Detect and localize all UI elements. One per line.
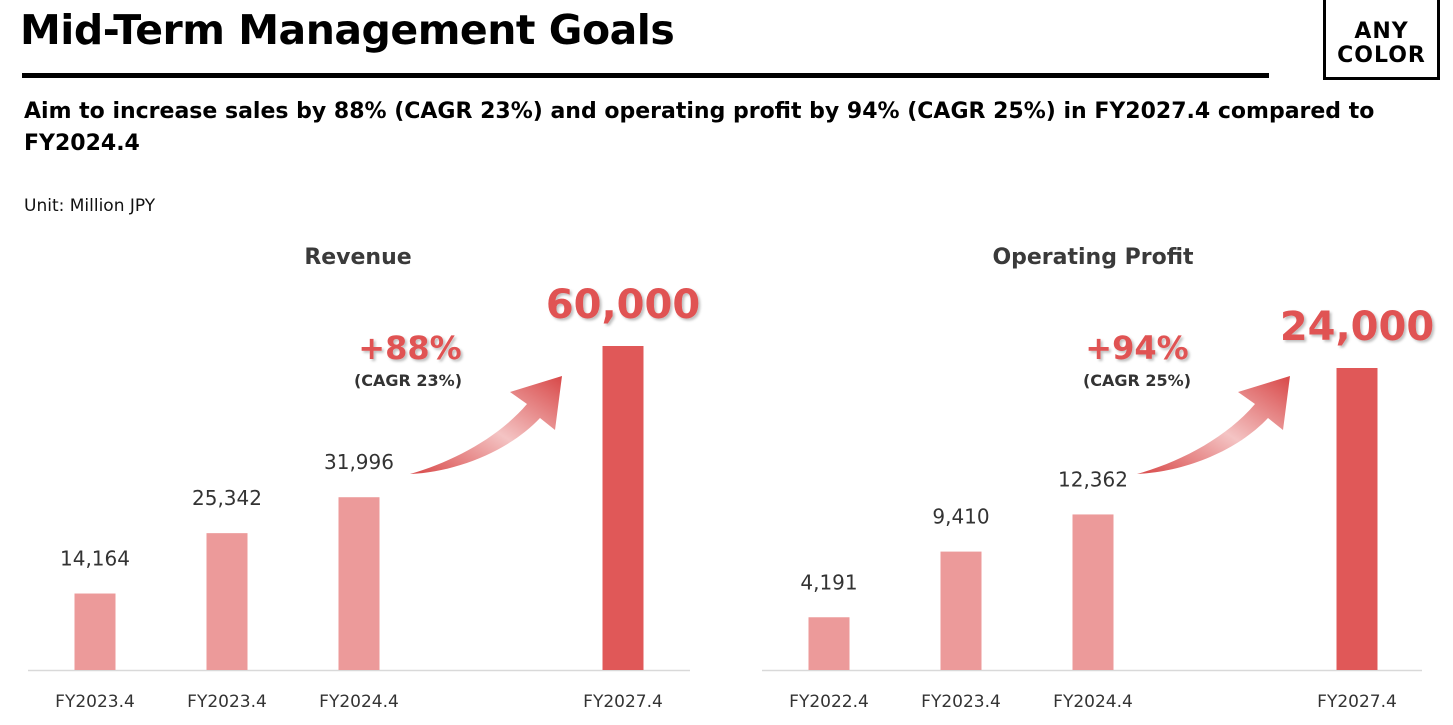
chart-2-tick-label-3: FY2024.4: [1053, 692, 1133, 712]
chart-2-bar-2: [940, 551, 982, 670]
chart-1-value-label-1: 14,164: [60, 547, 130, 571]
chart-2-bar-1: [808, 617, 850, 670]
chart-1-tick-label-3: FY2024.4: [319, 692, 399, 712]
logo-line-1: ANY: [1354, 18, 1409, 44]
unit-label: Unit: Million JPY: [24, 196, 156, 216]
chart-2-growth-arrow: [1137, 376, 1290, 474]
chart-1-growth-label: +88%: [358, 329, 461, 367]
chart-1-bar-2: [206, 533, 248, 670]
chart-2-target-value-label: 24,000: [1280, 304, 1434, 350]
chart-1-value-label-3: 31,996: [324, 450, 394, 474]
company-logo: ANY COLOR: [1323, 0, 1440, 80]
chart-2-value-label-1: 4,191: [800, 570, 857, 594]
chart-2-tick-label-1: FY2022.4: [789, 692, 869, 712]
chart-2-cagr-label: (CAGR 25%): [1083, 371, 1191, 390]
chart-1-title: Revenue: [304, 245, 411, 270]
chart-1-cagr-label: (CAGR 23%): [354, 371, 462, 390]
chart-2-bar-4: [1336, 368, 1378, 670]
chart-2-value-label-2: 9,410: [932, 505, 989, 529]
chart-1-tick-label-1: FY2023.4: [55, 692, 135, 712]
chart-1-bar-3: [338, 497, 380, 670]
chart-2-growth-label: +94%: [1085, 329, 1188, 367]
chart-1-bar-1: [74, 593, 116, 670]
chart-1-bar-4: [602, 346, 644, 670]
chart-1-target-value-label: 60,000: [546, 282, 700, 328]
chart-2-tick-label-4: FY2027.4: [1317, 692, 1397, 712]
chart-1-tick-label-2: FY2023.4: [187, 692, 267, 712]
page-subtitle: Aim to increase sales by 88% (CAGR 23%) …: [24, 99, 1375, 156]
chart-2-title: Operating Profit: [992, 245, 1194, 270]
chart-1-value-label-2: 25,342: [192, 486, 262, 510]
chart-2-bar-3: [1072, 514, 1114, 670]
logo-line-2: COLOR: [1337, 42, 1426, 68]
chart-1-growth-arrow: [410, 376, 562, 474]
chart-2-tick-label-2: FY2023.4: [921, 692, 1001, 712]
page-title: Mid-Term Management Goals: [20, 6, 675, 54]
chart-2-value-label-3: 12,362: [1058, 467, 1128, 491]
chart-1-tick-label-4: FY2027.4: [583, 692, 663, 712]
title-underline: [22, 73, 1269, 78]
